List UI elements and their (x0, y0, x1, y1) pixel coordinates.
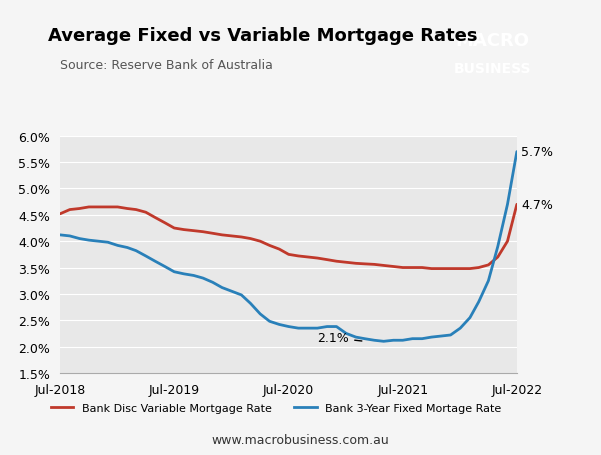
Text: 4.7%: 4.7% (521, 198, 553, 211)
Text: MACRO: MACRO (456, 32, 530, 50)
Text: 5.7%: 5.7% (521, 146, 554, 159)
Text: www.macrobusiness.com.au: www.macrobusiness.com.au (212, 433, 389, 446)
Text: BUSINESS: BUSINESS (454, 62, 531, 76)
Legend: Bank Disc Variable Mortgage Rate, Bank 3-Year Fixed Mortage Rate: Bank Disc Variable Mortgage Rate, Bank 3… (47, 399, 506, 418)
Text: 2.1%: 2.1% (317, 332, 362, 344)
Text: Source: Reserve Bank of Australia: Source: Reserve Bank of Australia (60, 59, 273, 72)
Text: Average Fixed vs Variable Mortgage Rates: Average Fixed vs Variable Mortgage Rates (48, 27, 478, 45)
